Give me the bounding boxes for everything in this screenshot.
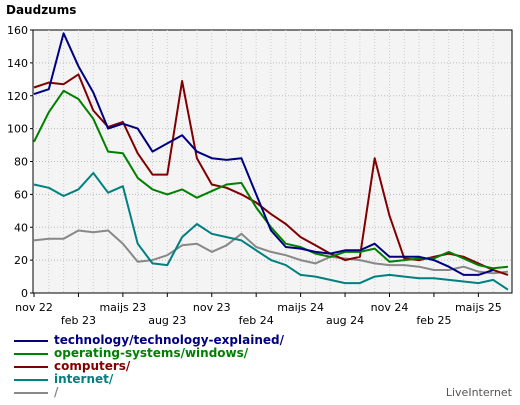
x-tick-label: maijs 23: [99, 301, 146, 314]
legend-swatch: [14, 392, 48, 394]
legend-swatch: [14, 366, 48, 368]
x-tick-label: feb 25: [416, 314, 451, 327]
x-tick-label: feb 24: [239, 314, 274, 327]
legend-swatch: [14, 379, 48, 381]
legend-swatch: [14, 340, 48, 342]
x-tick-label: nov 23: [193, 301, 231, 314]
y-tick-label: 80: [14, 156, 28, 169]
x-tick-label: feb 23: [61, 314, 96, 327]
y-tick-label: 140: [7, 57, 28, 70]
x-tick-label: maijs 25: [455, 301, 502, 314]
y-tick-label: 0: [21, 287, 28, 300]
x-tick-label: nov 24: [371, 301, 409, 314]
series-lines: [33, 32, 509, 291]
series-line: [33, 172, 509, 291]
y-tick-label: 160: [7, 24, 28, 37]
legend-label: internet/: [54, 372, 114, 386]
y-tick-label: 100: [7, 123, 28, 136]
x-tick-label: nov 22: [15, 301, 53, 314]
y-axis: 0 20 40 60 80 100 120 140 160: [7, 24, 33, 300]
line-chart: Daudzums 0 20 40 60 80 100 120 140 160 nov 22 feb…: [6, 3, 513, 327]
y-tick-label: 20: [14, 254, 28, 267]
legend-label: computers/: [54, 359, 131, 373]
series-line: [33, 229, 509, 275]
legend-label: /: [54, 385, 59, 399]
y-tick-label: 120: [7, 90, 28, 103]
legend-label: technology/technology-explained/: [54, 333, 284, 347]
series-line: [33, 32, 494, 276]
x-tick-label: maijs 24: [277, 301, 324, 314]
credit-label: LiveInternet: [445, 386, 512, 399]
x-tick-label: aug 23: [148, 314, 186, 327]
legend-swatch: [14, 353, 48, 355]
y-tick-label: 60: [14, 188, 28, 201]
y-tick-label: 40: [14, 221, 28, 234]
legend-label: operating-systems/windows/: [54, 346, 249, 360]
x-tick-label: aug 24: [326, 314, 364, 327]
plot-area: [32, 29, 513, 294]
chart-title: Daudzums: [6, 3, 76, 17]
